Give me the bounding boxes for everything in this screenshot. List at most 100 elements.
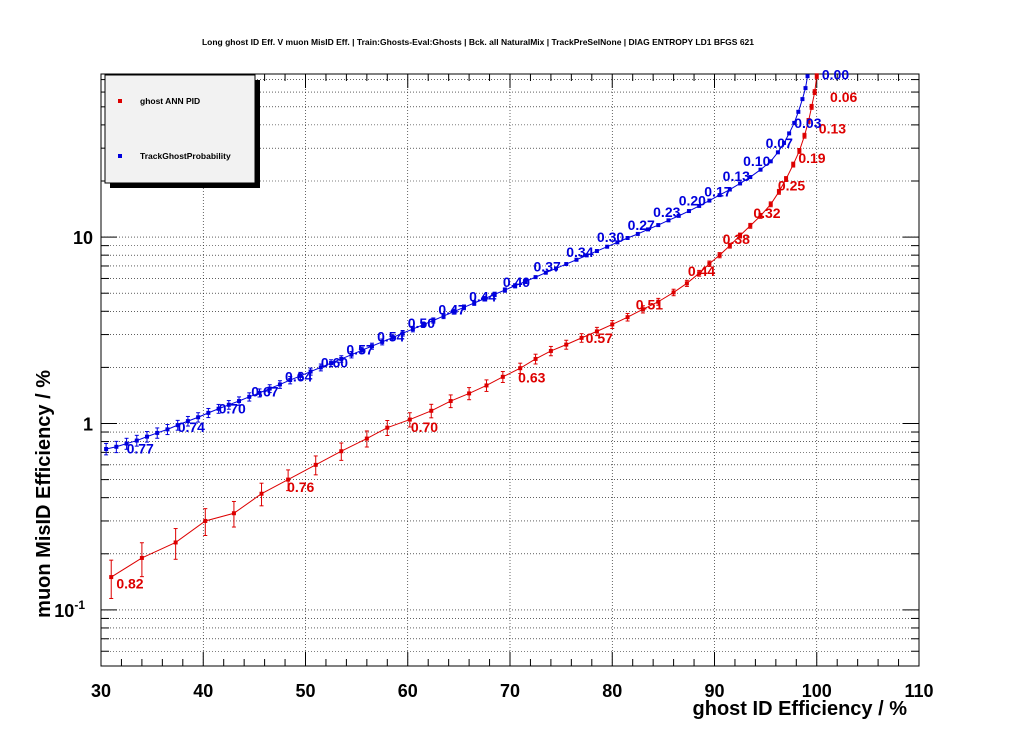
cut-value-label: 0.37 [534,258,561,274]
data-point [257,390,262,395]
data-point [792,120,797,125]
grid [101,74,919,667]
cut-value-label: 0.54 [377,329,404,345]
cut-value-label: 0.57 [346,341,373,357]
data-point [196,415,201,420]
cut-value-label: 0.47 [438,301,465,317]
x-tick-label: 100 [802,681,832,701]
data-point [231,511,236,516]
data-point [139,555,144,560]
data-point [124,441,129,446]
data-point [369,344,374,349]
data-point [247,394,252,399]
data-point [605,244,610,249]
data-point [533,275,538,280]
data-point [429,408,434,413]
series-layer: 0.82 0.76 0.70 0.63 0.57 0.51 0.44 0.380.32 0.25… [104,67,858,599]
data-point [787,131,792,136]
data-point [206,410,211,415]
data-point [727,243,732,248]
data-point [359,348,364,353]
data-point [758,213,763,218]
data-point [390,335,395,340]
data-point [313,462,318,467]
cut-value-label: 0.40 [503,274,530,290]
data-point [385,425,390,430]
data-point [640,307,645,312]
cut-value-label: 0.67 [251,383,278,399]
data-point [548,348,553,353]
data-point [579,335,584,340]
data-point [226,402,231,407]
data-point [451,309,456,314]
data-point [339,449,344,454]
data-point [165,427,170,432]
data-point [707,198,712,203]
data-point [175,423,180,428]
cut-value-label: 0.70 [411,419,438,435]
data-point [448,399,453,404]
y-tick-label: 10 [73,228,93,248]
data-point [806,118,811,123]
cut-value-label: 0.20 [679,192,706,208]
y-axis-label: muon MisID Efficiency / % [33,370,55,618]
data-point [775,150,780,155]
data-point [782,140,787,145]
data-point [625,315,630,320]
data-point [646,227,651,232]
data-point [697,271,702,276]
cut-value-label: 0.03 [794,115,821,131]
data-point [594,329,599,334]
cut-value-label: 0.00 [822,67,849,83]
x-tick-label: 110 [904,681,933,701]
cut-value-label: 0.34 [566,244,593,260]
x-tick-label: 50 [295,681,315,701]
data-point [441,314,446,319]
x-tick-label: 90 [704,681,724,701]
data-point [431,318,436,323]
series-1: 0.770.740.700.670.640.600.570.540.500.47… [104,67,849,457]
cut-value-label: 0.23 [653,204,680,220]
data-point [216,406,221,411]
data-point [564,262,569,267]
data-point [492,292,497,297]
data-point [286,477,291,482]
data-point [407,417,412,422]
legend-marker [118,99,122,103]
data-point [421,322,426,327]
data-point [625,236,630,241]
data-point [467,391,472,396]
data-point [800,97,805,102]
y-tick-label: 10-1 [54,598,85,621]
data-point [784,176,789,181]
cut-value-label: 0.07 [766,135,793,151]
cut-value-label: 0.10 [743,153,770,169]
data-point [758,167,763,172]
cut-value-label: 0.13 [723,168,750,184]
data-point [523,279,528,284]
data-point [400,331,405,336]
data-point [155,430,160,435]
data-point [329,361,334,366]
data-point [237,399,242,404]
data-point [707,261,712,266]
cut-value-label: 0.51 [636,296,663,312]
data-point [513,283,518,288]
data-point [564,342,569,347]
data-point [185,419,190,424]
data-point [554,266,559,271]
data-point [676,213,681,218]
data-point [776,189,781,194]
cut-value-label: 0.06 [830,89,857,105]
data-point [349,352,354,357]
cut-value-label: 0.13 [819,120,846,136]
data-point [717,193,722,198]
data-point [656,223,661,228]
data-point [484,383,489,388]
x-tick-label: 60 [398,681,418,701]
data-point [610,322,615,327]
data-point [791,162,796,167]
data-point [298,373,303,378]
axis-ticks: 30 40 50 60 70 80 90 100 110 10 1 10-1 [54,74,934,701]
data-point [656,299,661,304]
